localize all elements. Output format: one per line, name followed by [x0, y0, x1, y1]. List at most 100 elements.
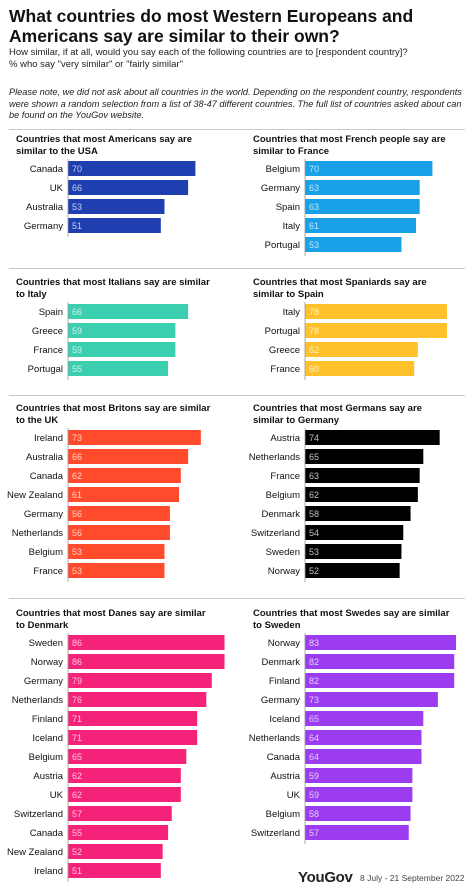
- category-label: Italy: [283, 221, 301, 232]
- bar: [305, 237, 402, 252]
- bar: [305, 673, 455, 688]
- bar: [68, 218, 161, 233]
- category-label: Denmark: [261, 657, 300, 668]
- value-label: 53: [72, 566, 82, 576]
- value-label: 62: [72, 771, 82, 781]
- category-label: UK: [287, 790, 301, 801]
- bar: [305, 768, 413, 783]
- bar-chart: Spain 66 Greece 59 France 59 Portugal 55: [28, 302, 189, 380]
- category-label: Belgium: [266, 164, 300, 175]
- category-label: Portugal: [28, 364, 63, 375]
- bar: [305, 806, 411, 821]
- value-label: 73: [309, 695, 319, 705]
- yougov-logo: YouGov: [298, 869, 353, 886]
- bar: [305, 654, 455, 669]
- value-label: 51: [72, 221, 82, 231]
- category-label: Canada: [30, 471, 64, 482]
- category-label: Australia: [26, 202, 64, 213]
- value-label: 53: [309, 240, 319, 250]
- bar: [68, 487, 180, 502]
- category-label: Sweden: [29, 638, 63, 649]
- value-label: 83: [309, 638, 319, 648]
- category-label: Greece: [32, 326, 63, 337]
- value-label: 82: [309, 657, 319, 667]
- bar: [305, 635, 457, 650]
- bar: [68, 323, 176, 338]
- bar: [305, 304, 447, 319]
- bar: [305, 323, 447, 338]
- bar: [305, 730, 422, 745]
- value-label: 62: [72, 471, 82, 481]
- category-label: Australia: [26, 452, 64, 463]
- bar: [68, 361, 169, 376]
- bar: [305, 692, 438, 707]
- value-label: 59: [72, 345, 82, 355]
- value-label: 62: [72, 790, 82, 800]
- divider: [9, 268, 465, 269]
- value-label: 64: [309, 752, 319, 762]
- bar: [68, 525, 170, 540]
- bar: [305, 563, 400, 578]
- value-label: 52: [309, 566, 319, 576]
- category-label: Germany: [261, 695, 300, 706]
- bar: [68, 673, 212, 688]
- category-label: Canada: [30, 164, 64, 175]
- category-label: Finland: [269, 676, 300, 687]
- bar: [305, 361, 415, 376]
- category-label: Denmark: [261, 509, 300, 520]
- subtitle-measure: % who say "very similar" or "fairly simi…: [9, 59, 183, 70]
- bar: [305, 468, 420, 483]
- value-label: 55: [72, 828, 82, 838]
- category-label: Portugal: [265, 240, 300, 251]
- value-label: 66: [72, 452, 82, 462]
- category-label: Canada: [267, 752, 301, 763]
- value-label: 86: [72, 657, 82, 667]
- bar: [68, 199, 165, 214]
- bar-chart: Ireland 73 Australia 66 Canada 62 New Zealand 6…: [7, 428, 201, 582]
- bar: [68, 768, 181, 783]
- value-label: 60: [309, 364, 319, 374]
- category-label: Germany: [24, 509, 63, 520]
- value-label: 78: [309, 326, 319, 336]
- value-label: 56: [72, 528, 82, 538]
- value-label: 65: [72, 752, 82, 762]
- bar: [305, 487, 418, 502]
- bar: [305, 199, 420, 214]
- category-label: Iceland: [269, 714, 300, 725]
- category-label: UK: [50, 183, 64, 194]
- category-label: New Zealand: [7, 490, 63, 501]
- value-label: 73: [72, 433, 82, 443]
- category-label: Netherlands: [12, 528, 63, 539]
- bar: [68, 692, 207, 707]
- value-label: 64: [309, 733, 319, 743]
- bar: [305, 161, 433, 176]
- value-label: 65: [309, 452, 319, 462]
- bar-chart: Canada 70 UK 66 Australia 53 Germany 51: [24, 159, 196, 237]
- category-label: Belgium: [29, 752, 63, 763]
- value-label: 63: [309, 183, 319, 193]
- bar: [68, 749, 187, 764]
- category-label: Austria: [270, 771, 300, 782]
- value-label: 58: [309, 509, 319, 519]
- category-label: Sweden: [266, 547, 300, 558]
- bar: [68, 825, 169, 840]
- value-label: 59: [309, 771, 319, 781]
- category-label: Switzerland: [14, 809, 63, 820]
- divider: [9, 129, 465, 130]
- value-label: 61: [72, 490, 82, 500]
- value-label: 59: [309, 790, 319, 800]
- bar: [68, 787, 181, 802]
- value-label: 56: [72, 509, 82, 519]
- category-label: France: [33, 566, 63, 577]
- bar: [68, 304, 189, 319]
- value-label: 76: [72, 695, 82, 705]
- value-label: 74: [309, 433, 319, 443]
- category-label: Belgium: [266, 809, 300, 820]
- methodology-note: Please note, we did not ask about all co…: [9, 87, 462, 120]
- bar: [68, 654, 225, 669]
- divider: [9, 395, 465, 396]
- divider: [9, 598, 465, 599]
- chart-title: Countries that most Spaniards say are si…: [253, 277, 427, 300]
- bar: [68, 806, 172, 821]
- bar: [305, 449, 424, 464]
